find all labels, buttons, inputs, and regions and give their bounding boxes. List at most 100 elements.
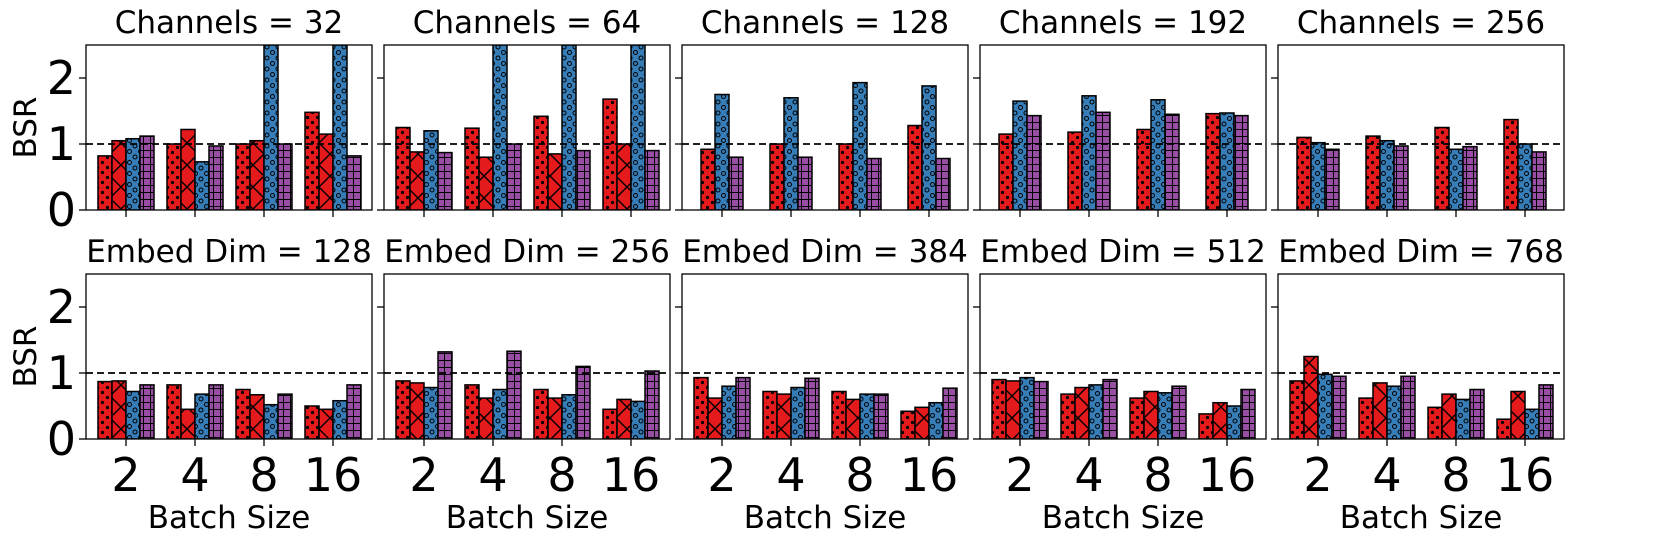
bar-hatch — [125, 137, 141, 210]
bar-hatch — [721, 385, 737, 439]
xtick-label: 16 — [1496, 448, 1555, 502]
axes-frame — [383, 44, 671, 211]
bar-hatch — [762, 390, 778, 439]
xtick-label: 2 — [1303, 448, 1332, 502]
bar-hatch — [1074, 386, 1090, 439]
bar-hatch — [235, 143, 251, 210]
bar-hatch — [180, 128, 196, 210]
bar-hatch — [1212, 401, 1228, 439]
bar-hatch — [900, 410, 916, 439]
xtick-label: 16 — [304, 448, 363, 502]
bar-hatch — [1510, 390, 1526, 439]
xtick-label: 2 — [1005, 448, 1034, 502]
bar-hatch — [1060, 393, 1076, 439]
panel-title: Embed Dim = 384 — [682, 234, 968, 270]
bar-hatch — [1496, 418, 1512, 439]
bar-hatch — [166, 384, 182, 439]
panel-title: Channels = 192 — [999, 5, 1247, 41]
bar-hatch — [1081, 95, 1097, 210]
bar-hatch — [831, 390, 847, 439]
bar-hatch — [700, 148, 716, 210]
bar-hatch — [194, 393, 210, 439]
bar-hatch — [1005, 380, 1021, 439]
bar-hatch — [277, 393, 293, 439]
x-axis-label: Batch Size — [744, 500, 907, 536]
bar-hatch — [166, 143, 182, 210]
bar-hatch — [1503, 118, 1519, 210]
bar-hatch — [907, 124, 923, 210]
xtick-label: 8 — [845, 448, 874, 502]
bar-hatch — [1136, 128, 1152, 210]
bar-hatch — [1517, 143, 1533, 210]
bar-hatch — [1240, 388, 1256, 439]
bar-hatch — [1129, 397, 1145, 439]
xtick-label: 2 — [707, 448, 736, 502]
xtick-label: 4 — [776, 448, 805, 502]
x-axis-label: Batch Size — [148, 500, 311, 536]
bar-hatch — [277, 143, 293, 210]
bar-hatch — [630, 400, 646, 439]
ytick-label: 2 — [47, 51, 76, 105]
bar-hatch — [97, 380, 113, 439]
xtick-label: 4 — [180, 448, 209, 502]
bar-hatch — [866, 157, 882, 210]
bar-hatch — [263, 45, 279, 210]
bar-hatch — [180, 408, 196, 439]
panel-title: Embed Dim = 128 — [86, 234, 372, 270]
bar-group — [998, 95, 1249, 210]
bar-hatch — [1026, 114, 1042, 210]
bar-hatch — [1233, 114, 1249, 210]
bar-group — [395, 45, 660, 210]
bar-hatch — [409, 382, 425, 439]
bar-hatch — [1296, 136, 1312, 210]
xtick-label: 8 — [249, 448, 278, 502]
bar-hatch — [409, 151, 425, 210]
bar-hatch — [346, 155, 362, 210]
panel-title: Channels = 64 — [413, 5, 642, 41]
bar-hatch — [332, 45, 348, 210]
bar-hatch — [1455, 398, 1471, 439]
bar-hatch — [249, 394, 265, 439]
bar-hatch — [914, 406, 930, 439]
bar-hatch — [1303, 355, 1319, 439]
panel-2: Channels = 64 — [377, 5, 671, 217]
bar-hatch — [1088, 384, 1104, 439]
bar-hatch — [235, 388, 251, 439]
bar-hatch — [1379, 139, 1395, 210]
bar-hatch — [125, 390, 141, 439]
x-axis-label: Batch Size — [1042, 500, 1205, 536]
bar-hatch — [1033, 380, 1049, 439]
axes-frame — [1277, 273, 1565, 440]
bar-hatch — [935, 157, 951, 210]
bar-hatch — [139, 384, 155, 439]
bar-hatch — [859, 393, 875, 439]
bar-hatch — [790, 386, 806, 439]
bar-group — [97, 380, 362, 439]
bar-group — [991, 376, 1256, 439]
panel-title: Channels = 128 — [701, 5, 949, 41]
bar-hatch — [575, 365, 591, 439]
bar-hatch — [464, 127, 480, 210]
bar-hatch — [395, 380, 411, 439]
bar-hatch — [616, 143, 632, 210]
xtick-label: 16 — [1198, 448, 1257, 502]
bar-hatch — [1171, 385, 1187, 439]
bar-hatch — [1012, 100, 1028, 210]
bar-hatch — [561, 394, 577, 439]
panel-title: Embed Dim = 256 — [384, 234, 670, 270]
xtick-label: 16 — [602, 448, 661, 502]
bar-hatch — [332, 399, 348, 439]
bar-hatch — [1386, 385, 1402, 439]
bar-hatch — [304, 111, 320, 210]
bar-hatch — [1331, 375, 1347, 439]
xtick-label: 8 — [1143, 448, 1172, 502]
panel-title: Embed Dim = 512 — [980, 234, 1266, 270]
bar-hatch — [97, 155, 113, 210]
bar-hatch — [845, 398, 861, 439]
bar-hatch — [547, 153, 563, 210]
